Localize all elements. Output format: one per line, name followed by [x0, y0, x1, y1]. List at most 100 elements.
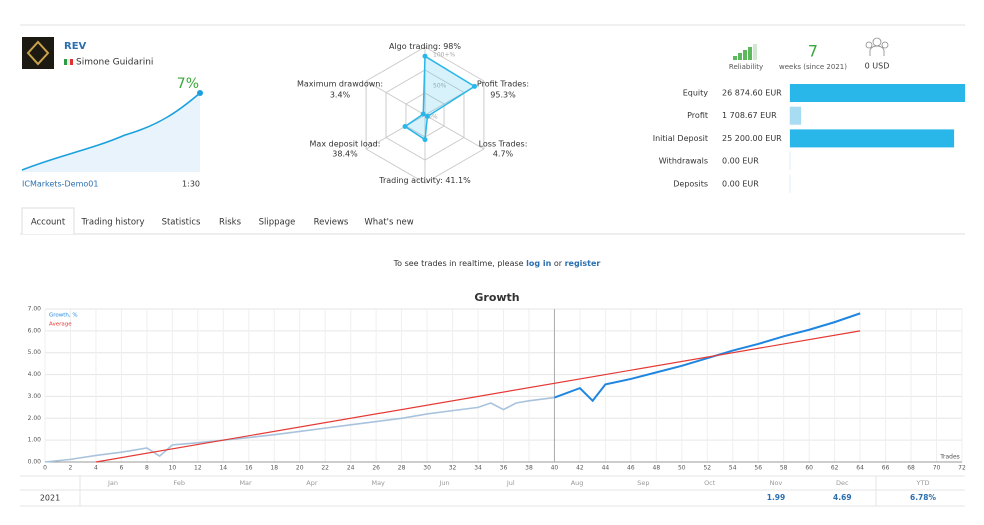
x-tick-label: 10: [169, 465, 177, 472]
x-tick-label: 20: [296, 465, 304, 472]
growth-chart: Growth 0.00 1.00 2.00 3.00 4.00 5.00 6.00 7.00 0 2…: [20, 291, 966, 507]
radar: 100+% 50% 0% Algo trading: 98% Profit Trades…: [297, 42, 529, 185]
x-tick-label: 38: [525, 465, 533, 472]
sparkline: [21, 92, 201, 171]
balance-value: 25 200.00 EUR: [722, 134, 782, 143]
radar-label-name: Algo trading:: [389, 42, 441, 51]
balance-label: Withdrawals: [659, 157, 708, 166]
tab[interactable]: Slippage: [259, 218, 296, 228]
radar-point: [424, 113, 430, 119]
leverage: 1:30: [182, 180, 200, 189]
x-tick-label: 6: [120, 465, 124, 472]
x-tick-label: 66: [882, 465, 890, 472]
x-tick-label: 4: [94, 465, 98, 472]
month-value: 1.99: [767, 493, 786, 502]
signal-name[interactable]: REV: [64, 41, 87, 52]
radar-ring-label: 100+%: [433, 52, 455, 59]
month-value: 6.78%: [910, 493, 937, 502]
tab[interactable]: Risks: [219, 218, 242, 228]
month-value: 4.69: [833, 493, 852, 502]
month-label: Mar: [239, 479, 252, 487]
y-tick-label: 5.00: [28, 349, 42, 356]
y-tick-label: 1.00: [28, 437, 42, 444]
x-tick-label: 46: [627, 465, 635, 472]
radar-label-value: 95.3%: [490, 91, 516, 100]
radar-label-value: 4.7%: [493, 150, 514, 159]
month-label: Nov: [770, 479, 783, 487]
series-line: [554, 312, 861, 403]
series-line: [95, 330, 861, 463]
x-tick-label: 68: [907, 465, 915, 472]
balance-label: Deposits: [673, 179, 708, 188]
sparkline-area: [22, 93, 200, 172]
radar-axis: [365, 80, 426, 116]
radar-ring-label: 50%: [433, 83, 447, 90]
notice-or: or: [554, 259, 563, 268]
month-label: May: [371, 479, 385, 487]
balance-value: 1 708.67 EUR: [722, 111, 777, 120]
subscribers-icon: [865, 37, 889, 56]
notice-text: To see trades in realtime, please: [393, 259, 524, 268]
register-link[interactable]: register: [565, 259, 601, 268]
notice: To see trades in realtime, please log in…: [393, 259, 601, 268]
x-tick-label: 56: [754, 465, 762, 472]
x-tick-label: 44: [602, 465, 610, 472]
flag: [64, 59, 67, 65]
x-tick-label: 72: [958, 465, 966, 472]
radar-label: Algo trading: 98%: [389, 42, 461, 51]
growth-percent: 7%: [177, 76, 199, 92]
tab[interactable]: Account: [31, 218, 66, 228]
x-tick-label: 28: [398, 465, 406, 472]
radar-label-value: 98%: [443, 42, 461, 51]
year: 2021: [40, 494, 60, 503]
x-tick-label: 16: [245, 465, 253, 472]
reliability-label: Reliability: [729, 63, 763, 71]
avatar-logo: [26, 40, 50, 66]
tab[interactable]: Trading history: [80, 218, 144, 228]
balance-label: Profit: [687, 111, 708, 120]
account[interactable]: ICMarkets-Demo01: [22, 180, 98, 189]
subscribers: 0 USD: [865, 62, 890, 71]
y-tick-label: 0.00: [28, 459, 42, 466]
active-tab: [21, 207, 75, 234]
x-tick-label: 42: [576, 465, 584, 472]
radar-label-name: Loss Trades:: [479, 140, 528, 149]
radar-axis: [365, 114, 426, 150]
tab[interactable]: Reviews: [314, 218, 349, 228]
x-tick-label: 34: [474, 465, 482, 472]
x-tick-label: 18: [270, 465, 278, 472]
tabs: Account Trading history Statistics Risks Sli…: [31, 218, 414, 228]
radar-point: [402, 124, 408, 130]
balance-value: 26 874.60 EUR: [722, 89, 782, 98]
radar-point: [422, 53, 428, 59]
radar-label-name: Max deposit load:: [310, 140, 381, 149]
x-axis-label: Trades: [939, 454, 960, 461]
tab[interactable]: What's new: [364, 218, 413, 228]
x-tick-label: 54: [729, 465, 737, 472]
x-tick-label: 12: [194, 465, 202, 472]
month-label: Jun: [438, 479, 449, 487]
x-tick-label: 30: [423, 465, 431, 472]
weeks: 7: [808, 42, 818, 61]
series-line: [44, 396, 555, 463]
radar-ring-label: 0%: [428, 114, 438, 121]
x-tick-label: 50: [678, 465, 686, 472]
x-tick-label: 8: [145, 465, 149, 472]
x-tick-label: 26: [372, 465, 380, 472]
radar-point: [472, 83, 478, 89]
author[interactable]: Simone Guidarini: [76, 58, 153, 68]
x-tick-label: 60: [805, 465, 813, 472]
login-link[interactable]: log in: [526, 259, 551, 268]
sparkline-dot: [197, 90, 203, 96]
flag: [70, 59, 73, 65]
radar-point: [420, 111, 426, 117]
x-tick-label: 2: [69, 465, 73, 472]
y-tick-label: 4.00: [28, 371, 42, 378]
x-tick-label: 58: [780, 465, 788, 472]
month-label: Sep: [637, 479, 649, 487]
reliability-icon: [733, 44, 757, 60]
tab[interactable]: Statistics: [162, 218, 201, 228]
radar-label-value: 41.1%: [445, 176, 471, 185]
month-label: Apr: [306, 479, 318, 487]
x-tick-label: 22: [321, 465, 329, 472]
